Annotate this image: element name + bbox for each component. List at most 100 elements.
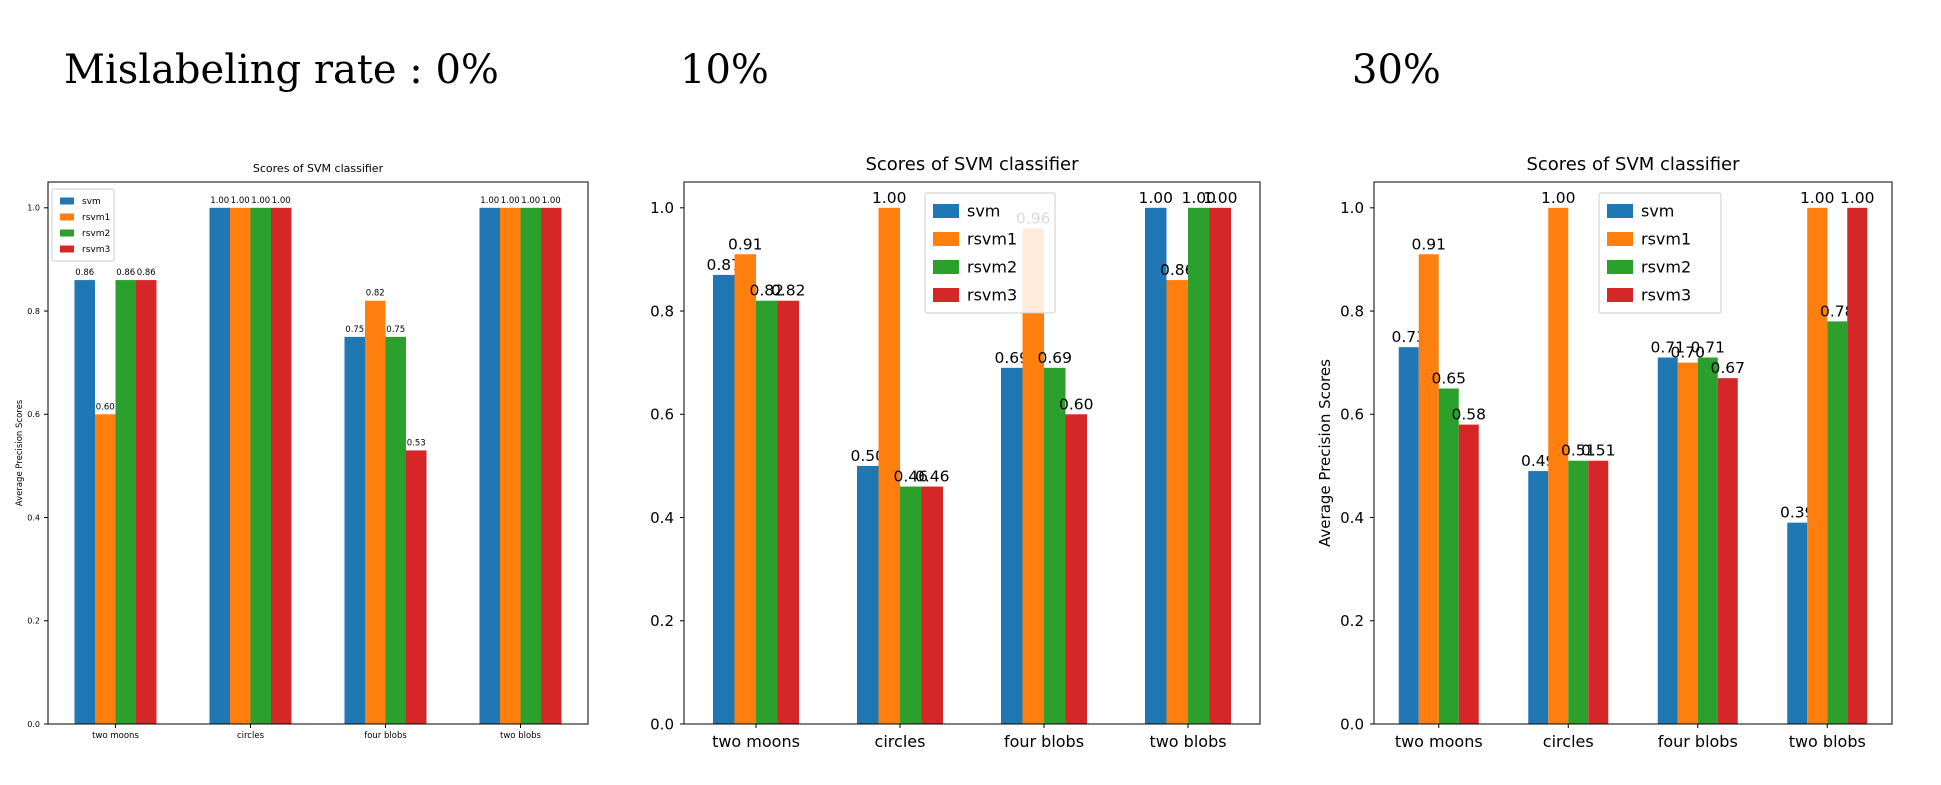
- bar-value-label: 1.00: [1138, 189, 1173, 207]
- bar-value-label: 0.60: [96, 402, 115, 412]
- bar-rsvm2-two-blobs: [520, 207, 541, 725]
- y-tick-label: 0.8: [1340, 302, 1364, 320]
- x-tick-label: two moons: [712, 732, 800, 751]
- legend-swatch-rsvm1: [60, 213, 74, 221]
- bar-value-label: 0.82: [771, 282, 806, 300]
- y-axis-label: Average Precision Scores: [1316, 359, 1334, 547]
- bar-rsvm1-circles: [878, 207, 900, 725]
- bar-value-label: 1.00: [521, 196, 540, 206]
- bar-value-label: 0.51: [1561, 442, 1596, 460]
- plot-frame: [1373, 181, 1893, 725]
- bar-rsvm1-four-blobs: [365, 300, 386, 724]
- bar-value-label: 0.91: [1411, 235, 1446, 253]
- bar-value-label: 1.00: [1541, 189, 1576, 207]
- bar-rsvm3-circles: [921, 486, 943, 724]
- bar-value-label: 0.60: [1059, 395, 1094, 413]
- bar-rsvm1-two-moons: [95, 414, 116, 724]
- bar-rsvm1-two-blobs: [1166, 280, 1188, 724]
- legend-swatch-rsvm1: [1607, 232, 1633, 246]
- y-tick-label: 1.0: [1340, 199, 1364, 217]
- legend-swatch-rsvm2: [60, 229, 74, 237]
- legend-box: [924, 192, 1056, 314]
- bar-value-label: 0.71: [1690, 339, 1725, 357]
- bar-value-label: 0.82: [749, 282, 784, 300]
- y-tick-label: 0.8: [27, 307, 40, 316]
- bar-rsvm3-four-blobs: [1065, 414, 1087, 724]
- legend-swatch-svm: [60, 197, 74, 205]
- bar-rsvm1-two-moons: [734, 254, 756, 724]
- bar-rsvm2-four-blobs: [1697, 357, 1718, 724]
- x-tick-label: two blobs: [1789, 732, 1866, 751]
- bar-rsvm2-four-blobs: [385, 336, 406, 724]
- y-tick-label: 0.2: [27, 617, 40, 626]
- legend-swatch-rsvm3: [1607, 288, 1633, 302]
- bar-rsvm2-circles: [250, 207, 271, 725]
- legend-label-svm: svm: [82, 197, 101, 207]
- bar-value-label: 0.39: [1780, 504, 1815, 522]
- bar-svm-four-blobs: [1657, 357, 1678, 724]
- y-tick-label: 0.6: [1340, 406, 1364, 424]
- legend-box: [1598, 192, 1722, 314]
- legend-label-rsvm2: rsvm2: [967, 258, 1017, 277]
- bar-value-label: 0.86: [75, 268, 94, 278]
- bar-value-label: 1.00: [1800, 189, 1835, 207]
- bar-rsvm2-two-blobs: [1188, 207, 1210, 725]
- bar-value-label: 1.00: [272, 196, 291, 206]
- bar-value-label: 1.00: [872, 189, 907, 207]
- bar-value-label: 0.51: [1581, 442, 1616, 460]
- legend-label-rsvm1: rsvm1: [967, 230, 1017, 249]
- bar-value-label: 0.69: [1037, 349, 1072, 367]
- mislabeling-rate-heading-30: 30%: [1352, 47, 1441, 93]
- bar-rsvm3-two-blobs: [1847, 207, 1868, 725]
- y-axis-label: Average Precision Scores: [15, 399, 25, 506]
- bar-value-label: 1.00: [480, 196, 499, 206]
- bar-svm-circles: [1528, 471, 1549, 724]
- bar-rsvm3-four-blobs: [1717, 378, 1738, 724]
- legend-swatch-rsvm2: [1607, 260, 1633, 274]
- bar-value-label: 1.00: [231, 196, 250, 206]
- bar-rsvm3-two-moons: [777, 300, 799, 724]
- x-tick-label: two moons: [1395, 732, 1483, 751]
- bar-value-label: 1.00: [251, 196, 270, 206]
- bar-svm-two-blobs: [1787, 522, 1808, 724]
- bar-rsvm3-four-blobs: [406, 450, 427, 724]
- bar-svm-two-moons: [713, 274, 735, 724]
- x-tick-label: two moons: [92, 731, 139, 741]
- bar-svm-two-blobs: [1145, 207, 1167, 725]
- bar-value-label: 1.00: [1840, 189, 1875, 207]
- y-tick-label: 0.0: [650, 715, 674, 733]
- bar-rsvm3-two-blobs: [1209, 207, 1231, 725]
- chart-title: Scores of SVM classifier: [253, 162, 384, 175]
- bar-value-label: 0.86: [137, 268, 156, 278]
- y-tick-label: 0.8: [650, 302, 674, 320]
- x-tick-label: four blobs: [1004, 732, 1084, 751]
- bar-rsvm1-two-moons: [1418, 254, 1439, 724]
- bar-value-label: 0.87: [706, 256, 741, 274]
- y-tick-label: 0.4: [1340, 509, 1364, 527]
- mislabeling-rate-heading-0: Mislabeling rate : 0%: [64, 47, 499, 93]
- chart-title: Scores of SVM classifier: [865, 154, 1079, 175]
- bar-value-label: 0.58: [1451, 406, 1486, 424]
- legend-label-rsvm3: rsvm3: [1641, 286, 1691, 305]
- bar-value-label: 0.75: [345, 325, 364, 335]
- chart-title: Scores of SVM classifier: [1526, 154, 1740, 175]
- x-tick-label: two blobs: [500, 731, 542, 741]
- bar-rsvm1-two-blobs: [500, 207, 521, 725]
- bar-rsvm1-two-blobs: [1807, 207, 1828, 725]
- bar-svm-circles: [857, 465, 879, 724]
- mislabeling-rate-heading-10: 10%: [680, 47, 769, 93]
- bar-rsvm3-two-moons: [1458, 424, 1479, 724]
- bar-value-label: 0.46: [915, 468, 950, 486]
- y-tick-label: 0.2: [1340, 612, 1364, 630]
- y-tick-label: 0.0: [27, 720, 40, 729]
- legend-label-svm: svm: [1641, 202, 1674, 221]
- bar-value-label: 0.71: [1650, 339, 1685, 357]
- bar-value-label: 0.78: [1820, 302, 1855, 320]
- bar-rsvm3-two-blobs: [541, 207, 562, 725]
- legend-swatch-rsvm2: [933, 260, 959, 274]
- bar-svm-two-moons: [74, 280, 95, 724]
- bar-rsvm2-circles: [900, 486, 922, 724]
- bar-value-label: 1.00: [210, 196, 229, 206]
